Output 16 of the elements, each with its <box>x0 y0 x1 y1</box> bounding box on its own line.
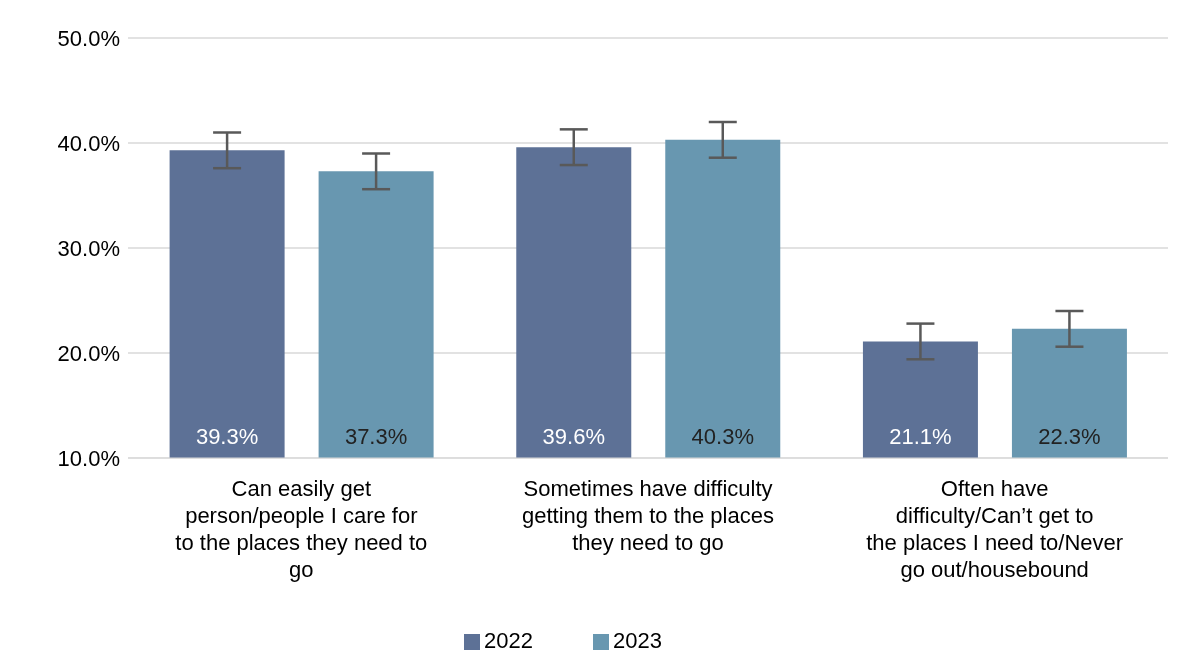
data-label: 39.6% <box>542 424 605 449</box>
legend-label: 2023 <box>613 628 662 653</box>
y-tick-label: 20.0% <box>57 340 120 366</box>
data-label: 39.3% <box>195 424 259 449</box>
data-label: 40.3% <box>691 424 754 449</box>
x-tick-label: Sometimes have difficulty getting them to the places they need to go <box>522 476 774 555</box>
y-tick-label: 30.0% <box>57 235 120 261</box>
x-tick-label: Often have difficulty/Can’t get to the places I need to/Never go out/housebound <box>866 476 1124 582</box>
data-label: 37.3% <box>344 424 408 449</box>
y-tick-label: 40.0% <box>57 130 120 156</box>
legend-label: 2022 <box>484 628 533 653</box>
x-tick-label: Can easily get person/people I care for to the places they need to go <box>175 476 428 582</box>
y-tick-label: 50.0% <box>57 25 120 51</box>
data-label: 22.3% <box>1038 424 1101 449</box>
data-label: 21.1% <box>889 424 952 449</box>
y-tick-label: 10.0% <box>57 445 120 471</box>
